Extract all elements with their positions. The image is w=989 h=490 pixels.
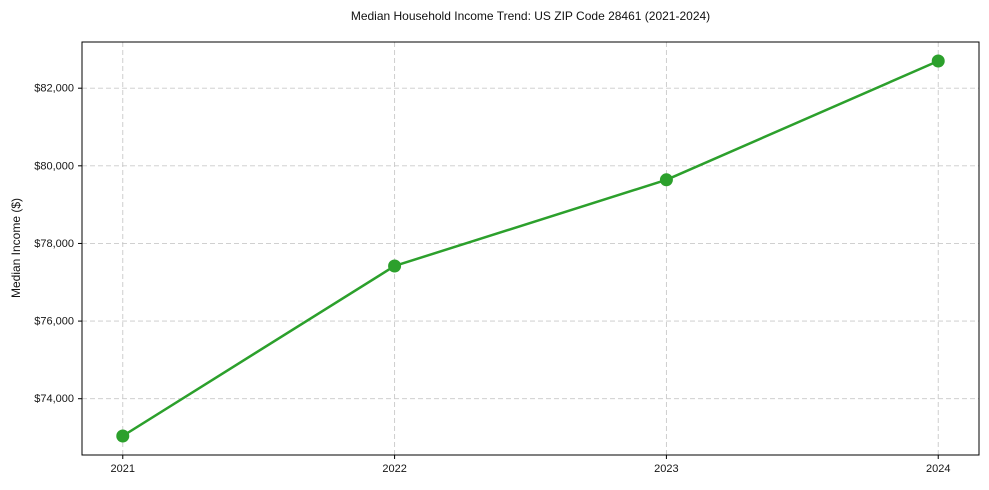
- data-point-marker: [388, 259, 402, 273]
- y-tick-label: $80,000: [34, 160, 74, 172]
- x-tick-label: 2021: [111, 463, 135, 475]
- data-point-marker: [116, 429, 130, 443]
- data-point-marker: [931, 54, 945, 68]
- x-tick-label: 2023: [654, 463, 678, 475]
- y-tick-label: $78,000: [34, 238, 74, 250]
- y-tick-label: $76,000: [34, 316, 74, 328]
- x-tick-label: 2024: [926, 463, 950, 475]
- x-tick-label: 2022: [382, 463, 406, 475]
- y-tick-label: $74,000: [34, 393, 74, 405]
- y-tick-label: $82,000: [34, 83, 74, 95]
- data-point-marker: [659, 173, 673, 187]
- series-line: [121, 59, 940, 438]
- chart-title: Median Household Income Trend: US ZIP Co…: [350, 9, 711, 23]
- plot-border: [81, 41, 980, 456]
